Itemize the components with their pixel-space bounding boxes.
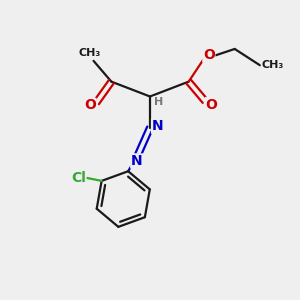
Text: O: O: [206, 98, 218, 112]
Text: CH₃: CH₃: [79, 47, 101, 58]
Text: O: O: [84, 98, 96, 112]
Text: Cl: Cl: [71, 171, 86, 185]
Text: O: O: [203, 48, 215, 62]
Text: N: N: [152, 119, 163, 133]
Text: N: N: [131, 154, 142, 168]
Text: H: H: [154, 97, 163, 107]
Text: CH₃: CH₃: [261, 60, 284, 70]
